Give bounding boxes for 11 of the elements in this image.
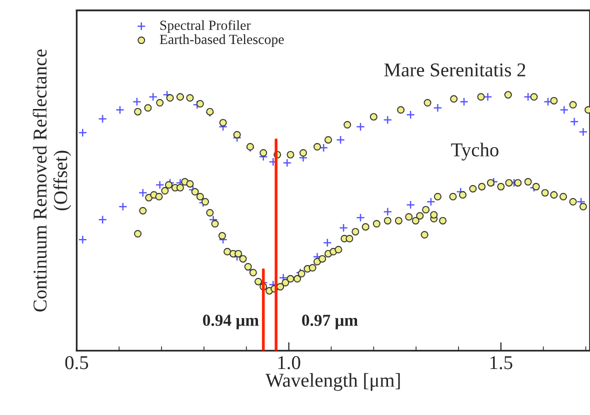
legend-label: Earth-based Telescope: [160, 34, 284, 47]
x-tick-label: 1.5: [490, 356, 512, 370]
legend-label: Spectral Profiler: [160, 20, 251, 33]
annotation: Tycho: [451, 142, 498, 160]
text: Mare Serenitatis 2: [384, 63, 526, 76]
x-tick-label: 1.0: [278, 356, 300, 370]
annotation: 0.94 μm: [202, 314, 259, 330]
y-axis-title: Continuum Removed Reflectance (Offset): [32, 49, 72, 312]
annotation: 0.97 μm: [302, 314, 358, 330]
x-axis-title: Wavelength [μm]: [265, 373, 400, 391]
x-tick-label: 0.5: [65, 356, 88, 370]
